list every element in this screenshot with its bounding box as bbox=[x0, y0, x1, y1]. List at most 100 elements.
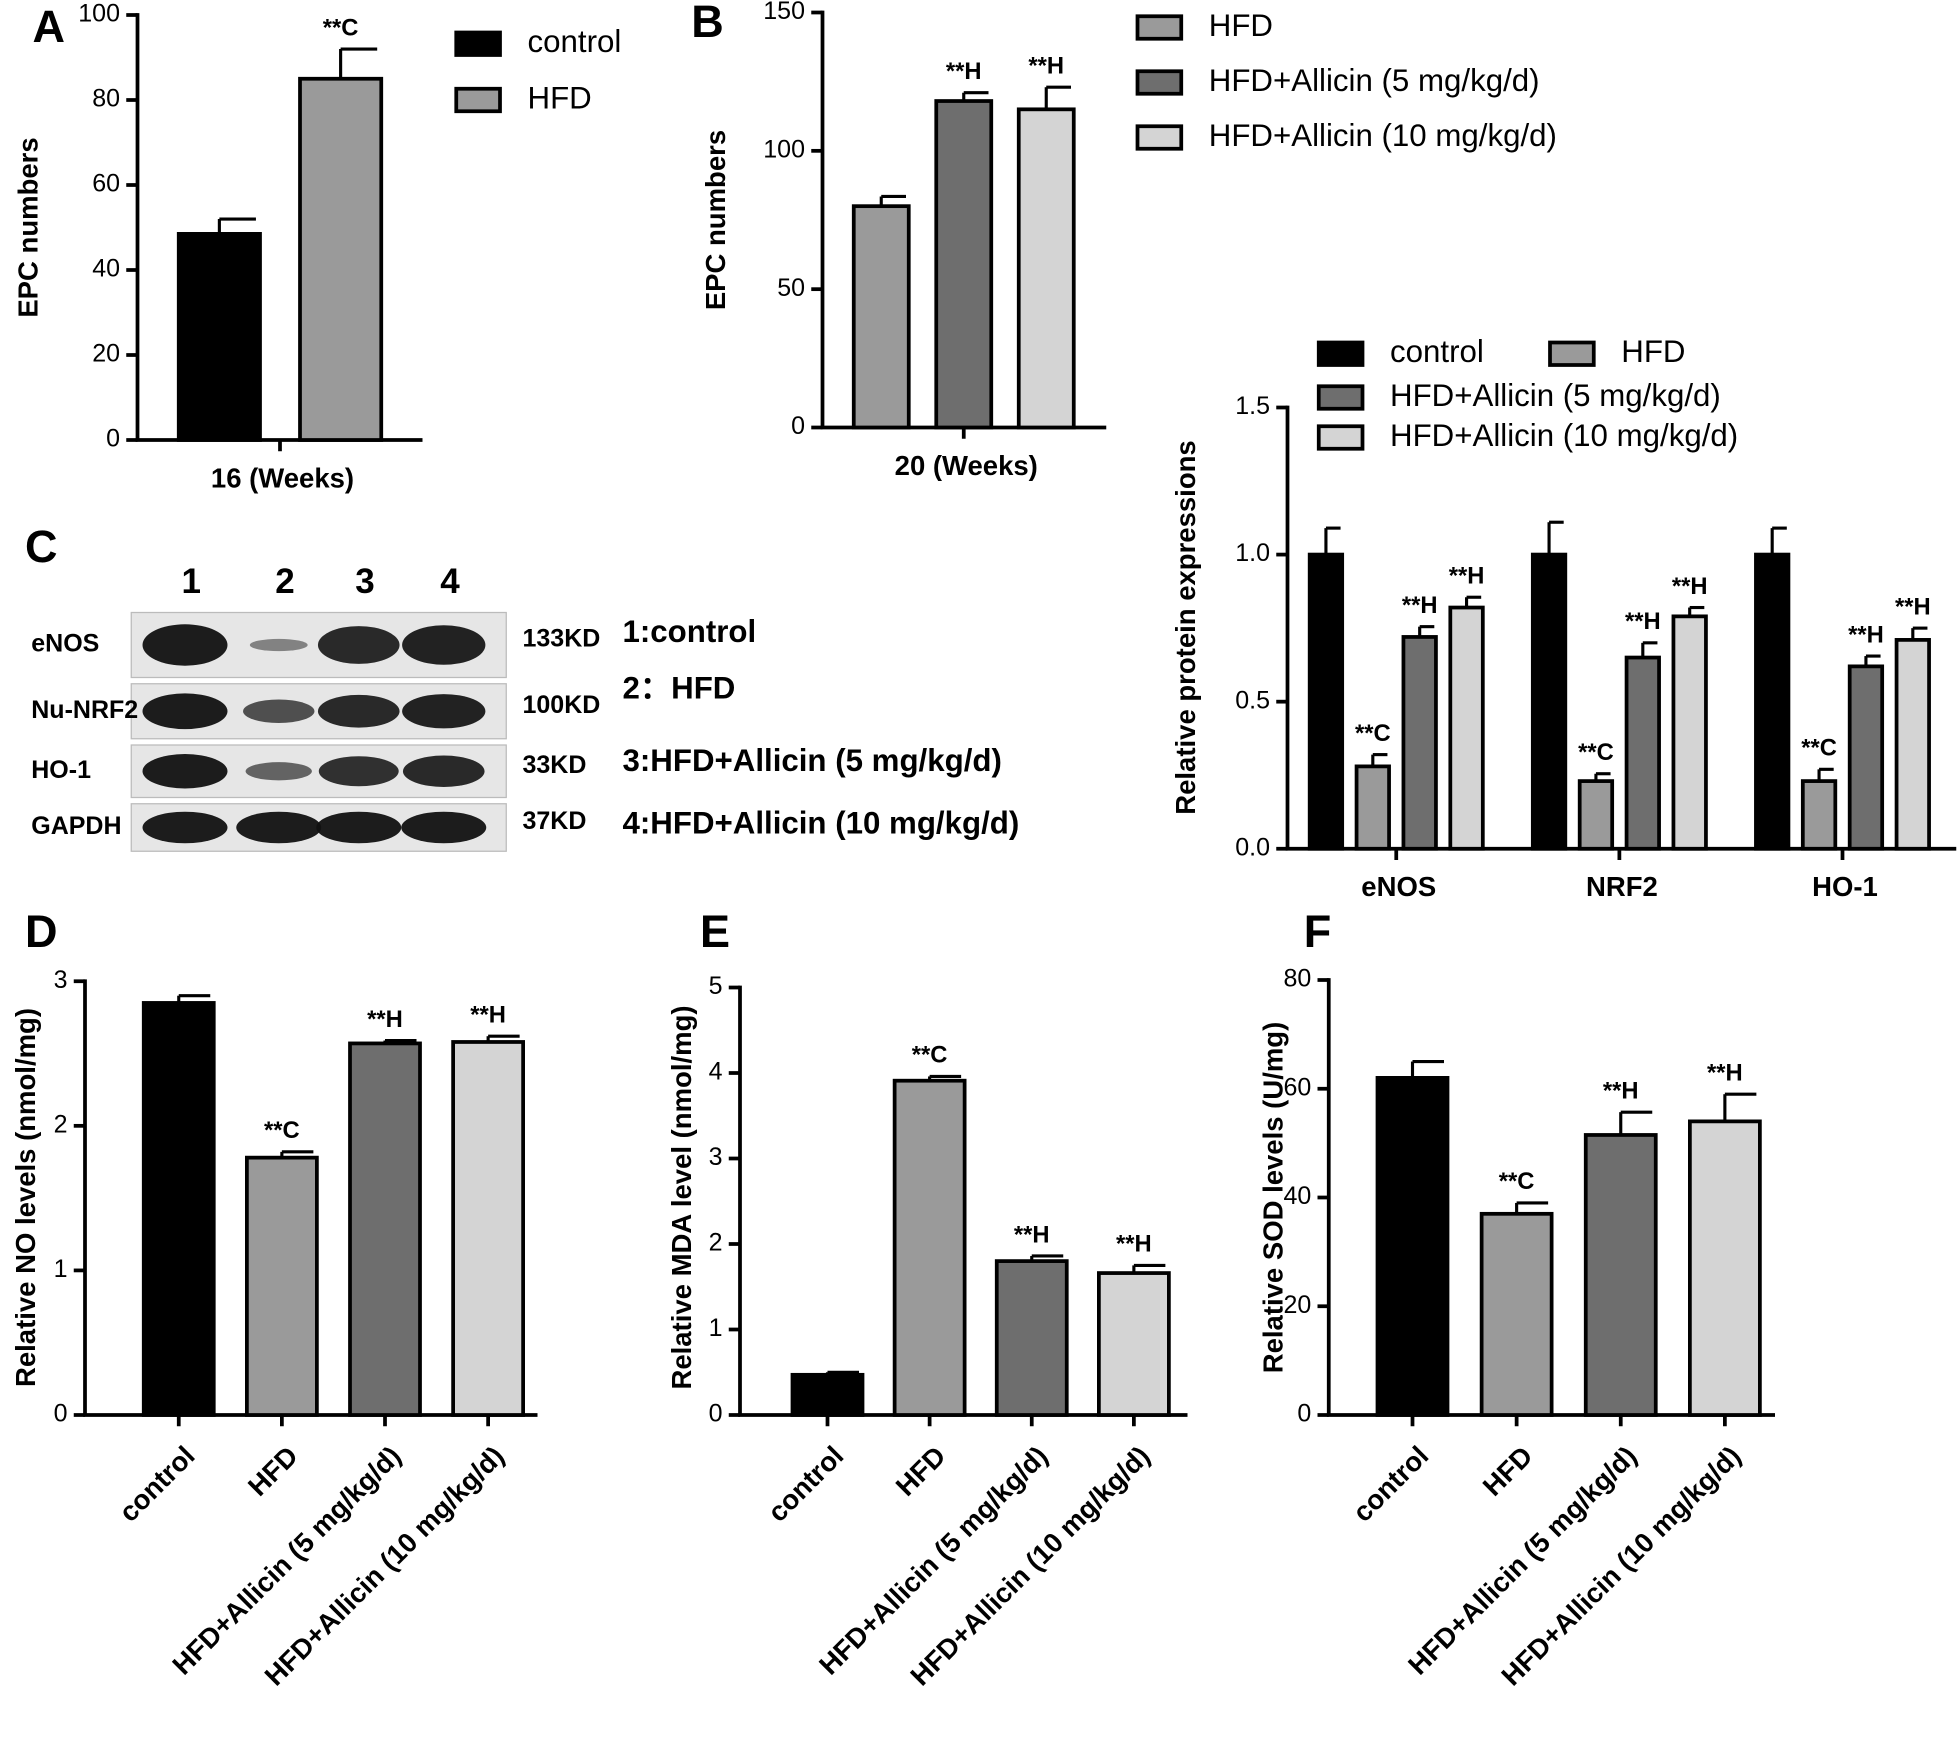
bar bbox=[1307, 552, 1345, 851]
annotation: **H bbox=[1402, 592, 1438, 619]
y-tick-label: 0 bbox=[1297, 1400, 1311, 1428]
annotation: **C bbox=[912, 1042, 948, 1069]
y-tick-label: 100 bbox=[78, 0, 120, 28]
y-tick-label: 1 bbox=[709, 1314, 723, 1342]
bar bbox=[1530, 552, 1568, 851]
bar bbox=[1800, 779, 1838, 851]
bar bbox=[348, 1041, 422, 1417]
annotation: **H bbox=[1028, 52, 1064, 79]
annotation: **H bbox=[1672, 573, 1708, 600]
bar bbox=[1016, 107, 1076, 430]
lane-number: 4 bbox=[440, 562, 460, 601]
protein-label: HO-1 bbox=[31, 756, 91, 784]
band bbox=[402, 625, 486, 665]
legend-label: HFD+Allicin (5 mg/kg/d) bbox=[1209, 63, 1540, 98]
y-tick-label: 100 bbox=[763, 135, 805, 163]
bar bbox=[176, 232, 262, 442]
bar bbox=[1671, 614, 1708, 851]
bar bbox=[1448, 605, 1485, 851]
annotation: **H bbox=[1116, 1231, 1152, 1258]
y-axis-label: EPC numbers bbox=[12, 137, 43, 317]
lane-number: 3 bbox=[355, 562, 374, 601]
band bbox=[317, 626, 400, 664]
legend-label: control bbox=[528, 24, 622, 59]
y-tick-label: 1.0 bbox=[1235, 539, 1270, 567]
x-tick-label: 20 (Weeks) bbox=[895, 450, 1038, 481]
protein-label: GAPDH bbox=[31, 812, 121, 840]
protein-label: eNOS bbox=[31, 630, 99, 658]
panel-letter: D bbox=[25, 906, 58, 957]
legend-swatch bbox=[1135, 124, 1184, 151]
bar bbox=[1754, 552, 1791, 851]
y-tick-label: 40 bbox=[92, 255, 120, 283]
x-tick-label: HO-1 bbox=[1812, 871, 1878, 902]
bar bbox=[1577, 779, 1615, 851]
bar bbox=[245, 1155, 319, 1417]
panel-letter: B bbox=[691, 0, 724, 47]
y-tick-label: 40 bbox=[1283, 1182, 1311, 1210]
panel-letter: F bbox=[1304, 906, 1332, 957]
legend-swatch bbox=[1548, 340, 1596, 367]
legend-label: HFD bbox=[1209, 8, 1273, 43]
band bbox=[243, 699, 315, 723]
bar bbox=[1479, 1211, 1554, 1417]
bar bbox=[994, 1259, 1069, 1417]
bar bbox=[1401, 635, 1438, 851]
x-tick-label: control bbox=[762, 1440, 850, 1528]
protein-label: Nu-NRF2 bbox=[31, 696, 138, 724]
y-axis-label: EPC numbers bbox=[700, 130, 731, 310]
band bbox=[245, 762, 312, 781]
y-tick-label: 0 bbox=[709, 1400, 723, 1428]
y-tick-label: 2 bbox=[54, 1110, 68, 1138]
band bbox=[402, 694, 486, 729]
x-tick-label: HFD bbox=[1477, 1440, 1539, 1502]
x-tick-label: 16 (Weeks) bbox=[211, 462, 354, 493]
legend-swatch bbox=[1316, 424, 1365, 451]
y-tick-label: 0.5 bbox=[1235, 686, 1270, 714]
legend-label: HFD bbox=[528, 80, 592, 115]
x-tick-label: control bbox=[1347, 1440, 1435, 1528]
band bbox=[317, 694, 400, 728]
y-tick-label: 3 bbox=[54, 966, 68, 994]
legend-swatch bbox=[1135, 14, 1184, 41]
annotation: **H bbox=[1625, 608, 1661, 635]
bar bbox=[1894, 638, 1931, 851]
annotation: **H bbox=[1449, 563, 1485, 590]
legend-label: HFD+Allicin (5 mg/kg/d) bbox=[1390, 378, 1721, 413]
y-tick-label: 4 bbox=[709, 1058, 723, 1086]
band bbox=[318, 756, 399, 787]
annotation: **C bbox=[1578, 739, 1614, 766]
legend-label: HFD bbox=[1621, 334, 1685, 369]
y-tick-label: 5 bbox=[709, 972, 723, 1000]
legend-swatch bbox=[454, 86, 502, 114]
y-tick-label: 0 bbox=[54, 1400, 68, 1428]
y-tick-label: 60 bbox=[1283, 1073, 1311, 1101]
band bbox=[401, 811, 487, 844]
legend-swatch bbox=[454, 30, 502, 57]
y-axis-label: Relative MDA level (nmol/mg) bbox=[666, 1005, 697, 1389]
lane-key: 3:HFD+Allicin (5 mg/kg/d) bbox=[623, 743, 1002, 778]
y-tick-label: 80 bbox=[92, 85, 120, 113]
bar bbox=[1096, 1271, 1171, 1417]
band bbox=[402, 755, 485, 787]
y-tick-label: 3 bbox=[709, 1143, 723, 1171]
bar bbox=[790, 1372, 865, 1417]
annotation: **C bbox=[264, 1117, 300, 1144]
x-tick-label: HFD bbox=[890, 1440, 952, 1502]
bar bbox=[1688, 1119, 1762, 1417]
lane-number: 1 bbox=[182, 562, 201, 601]
annotation: **C bbox=[1499, 1168, 1535, 1195]
size-label: 33KD bbox=[523, 751, 587, 779]
y-tick-label: 20 bbox=[1283, 1291, 1311, 1319]
size-label: 100KD bbox=[523, 691, 601, 719]
x-tick-label: eNOS bbox=[1361, 871, 1436, 902]
band bbox=[142, 811, 228, 844]
bar bbox=[1624, 655, 1661, 851]
bar bbox=[1375, 1075, 1450, 1417]
panel-letter: C bbox=[25, 521, 58, 572]
band bbox=[249, 638, 308, 652]
annotation: **H bbox=[367, 1006, 403, 1033]
y-axis-label: Relative SOD levels (U/mg) bbox=[1257, 1022, 1288, 1374]
annotation: **C bbox=[1801, 735, 1837, 762]
